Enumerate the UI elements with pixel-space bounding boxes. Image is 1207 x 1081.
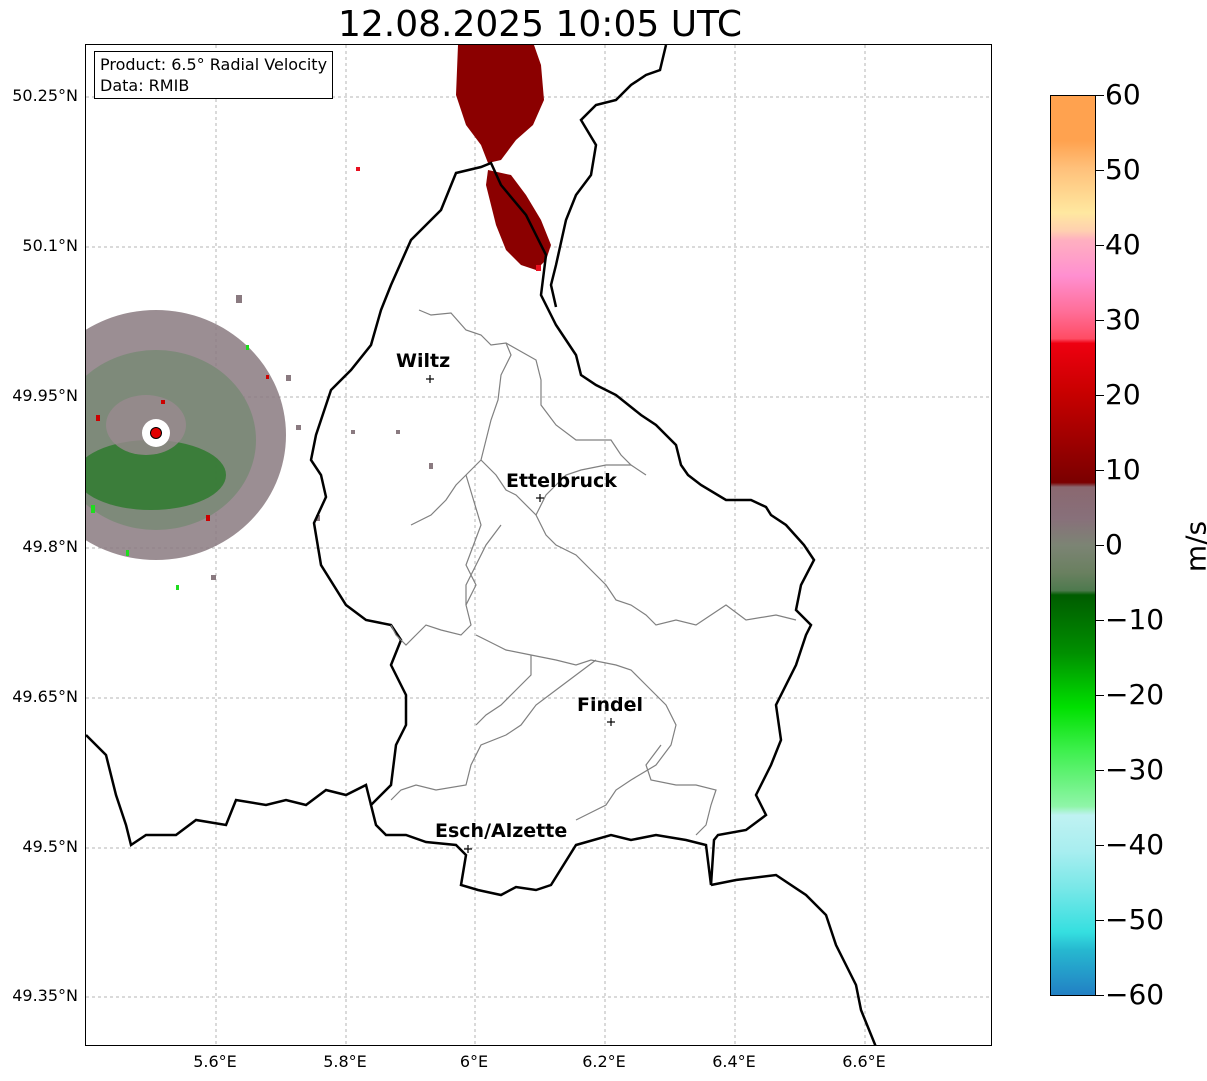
- country-border: [309, 161, 816, 897]
- border-france-belgium: [86, 734, 373, 848]
- colorbar-tick: [1096, 695, 1104, 696]
- city-label-esch-alzette: Esch/Alzette: [435, 820, 568, 842]
- city-label-ettelbruck: Ettelbruck: [506, 470, 617, 492]
- velocity-colorbar: [1050, 95, 1096, 996]
- border-france-germany: [710, 873, 877, 1045]
- colorbar-label: −50: [1105, 903, 1165, 936]
- lon-tick-label: 6.4°E: [712, 1052, 756, 1071]
- colorbar-tick: [1096, 170, 1104, 171]
- colorbar-tick: [1096, 395, 1104, 396]
- colorbar-label: 0: [1105, 528, 1123, 561]
- radar-echo-west: [86, 295, 433, 590]
- colorbar-tick: [1096, 95, 1104, 96]
- lon-tick-label: 6.2°E: [582, 1052, 626, 1071]
- colorbar-label: −60: [1105, 978, 1165, 1011]
- city-markers: [426, 375, 615, 853]
- city-label-findel: Findel: [577, 694, 644, 716]
- colorbar-tick: [1096, 770, 1104, 771]
- colorbar-tick: [1096, 320, 1104, 321]
- data-source-label: Data: RMIB: [100, 76, 190, 95]
- colorbar-label: 50: [1105, 153, 1141, 186]
- lat-tick-label: 50.25°N: [12, 86, 78, 105]
- colorbar-label: −10: [1105, 603, 1165, 636]
- radar-echo-north: [356, 45, 551, 271]
- colorbar-label: 20: [1105, 378, 1141, 411]
- lat-tick-label: 50.1°N: [22, 236, 78, 255]
- colorbar-tick: [1096, 620, 1104, 621]
- colorbar-label: −30: [1105, 753, 1165, 786]
- lon-tick-label: 5.6°E: [193, 1052, 237, 1071]
- lat-tick-label: 49.95°N: [12, 386, 78, 405]
- lon-tick-label: 6°E: [459, 1052, 489, 1071]
- product-label: Product: 6.5° Radial Velocity: [100, 55, 328, 74]
- map-canvas: [86, 45, 991, 1045]
- colorbar-unit-label: m/s: [1179, 520, 1207, 573]
- map-title: 12.08.2025 10:05 UTC: [337, 4, 743, 45]
- colorbar-tick: [1096, 920, 1104, 921]
- colorbar-tick: [1096, 470, 1104, 471]
- colorbar-tick: [1096, 545, 1104, 546]
- colorbar-label: 60: [1105, 78, 1141, 111]
- colorbar-tick: [1096, 845, 1104, 846]
- city-label-wiltz: Wiltz: [396, 350, 451, 372]
- colorbar-tick: [1096, 995, 1104, 996]
- colorbar-label: 10: [1105, 453, 1141, 486]
- canton-borders: [390, 309, 797, 836]
- colorbar-tick: [1096, 245, 1104, 246]
- lat-tick-label: 49.8°N: [22, 537, 78, 556]
- lat-tick-label: 49.5°N: [22, 837, 78, 856]
- product-info-box: Product: 6.5° Radial Velocity Data: RMIB: [94, 51, 334, 99]
- border-belgium-germany: [549, 45, 668, 308]
- map-panel[interactable]: [85, 44, 992, 1046]
- lon-tick-label: 5.8°E: [323, 1052, 367, 1071]
- colorbar-label: −20: [1105, 678, 1165, 711]
- lon-tick-label: 6.6°E: [842, 1052, 886, 1071]
- lat-tick-label: 49.35°N: [12, 986, 78, 1005]
- grid: [86, 45, 991, 1045]
- colorbar-label: 40: [1105, 228, 1141, 261]
- colorbar-label: −40: [1105, 828, 1165, 861]
- lat-tick-label: 49.65°N: [12, 687, 78, 706]
- colorbar-label: 30: [1105, 303, 1141, 336]
